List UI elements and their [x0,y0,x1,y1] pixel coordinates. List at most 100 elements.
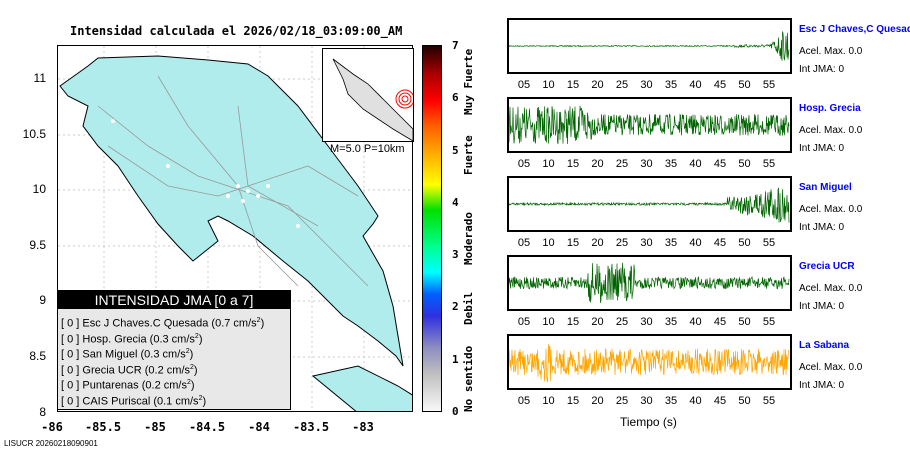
time-tick: 50 [738,237,751,249]
lat-tick: 8.5 [29,349,46,363]
station-name[interactable]: Hosp. Grecia [799,103,861,114]
time-tick: 35 [664,237,678,249]
legend-item: [ 0 ] San Miguel (0.3 cm/s2) [61,344,290,361]
time-tick: 20 [591,158,604,170]
time-tick: 05 [517,158,531,170]
legend-acceleration: (0.3 cm/s [140,348,186,361]
time-tick: 55 [762,395,776,407]
legend-close-paren: ) [193,364,198,377]
station-jma-intensity: Int JMA: 0 [799,143,845,154]
station-name[interactable]: San Miguel [799,182,852,193]
time-tick: 20 [591,395,604,407]
time-tick: 45 [713,158,727,170]
country-outline-south [311,365,412,411]
time-axis-label: Tiempo (s) [620,415,677,429]
map-title: Intensidad calculada el 2026/02/18_03:09… [70,24,403,38]
waveform-panel[interactable] [507,255,792,311]
legend-intensity: [ 0 ] [61,317,80,330]
colorbar-number: 4 [452,195,459,209]
lon-tick: -86 [41,420,63,434]
intensity-colorbar [422,45,442,412]
waveform-trace [508,105,790,145]
station-jma-intensity: Int JMA: 0 [799,301,845,312]
time-tick: 10 [542,316,555,328]
waveform-line [508,31,790,61]
legend-intensity: [ 0 ] [61,364,80,377]
station-name[interactable]: Grecia UCR [799,261,855,272]
time-tick: 35 [664,316,678,328]
time-tick: 10 [542,395,555,407]
time-tick: 50 [738,395,751,407]
time-tick: 50 [738,316,751,328]
waveform-panel[interactable] [507,97,792,153]
time-tick: 35 [664,395,678,407]
station-markers [111,119,300,228]
lat-tick: 10 [32,182,46,196]
legend-station-name: Puntarenas [82,379,139,392]
costa-rica-map [58,46,412,411]
legend-acceleration: (0.3 cm/s [149,333,195,346]
time-tick: 40 [689,395,702,407]
waveform-line [508,343,790,383]
colorbar-label: No sentido [462,345,475,412]
station-name[interactable]: La Sabana [799,340,850,351]
time-tick: 30 [640,395,653,407]
time-tick: 05 [517,395,531,407]
colorbar-label: Muy Fuerte [462,48,475,115]
colorbar-number: 7 [452,38,459,52]
colorbar-number: 5 [452,143,459,157]
legend-acceleration: (0.1 cm/s [153,395,199,408]
colorbar-number: 6 [452,91,459,105]
legend-acceleration: (0.2 cm/s [144,364,190,377]
colorbar-number: 2 [452,300,459,314]
time-tick: 45 [713,79,727,91]
time-tick: 20 [591,79,604,91]
legend-close-paren: ) [189,348,194,361]
legend-station-name: CAIS Puriscal [82,395,151,408]
waveform-panel[interactable] [507,334,792,390]
lon-tick: -84.5 [188,420,226,434]
time-tick: 10 [542,79,555,91]
time-tick: 30 [640,79,653,91]
time-tick: 15 [566,316,580,328]
time-tick: 05 [517,237,531,249]
station-max-accel: Acel. Max. 0.0 [799,46,863,57]
waveform-line [508,187,790,223]
legend-item: [ 0 ] Esc J Chaves.C Quesada (0.7 cm/s2) [61,313,290,330]
colorbar-label: Moderado [462,212,475,265]
station-jma-intensity: Int JMA: 0 [799,380,845,391]
waveform-line [508,105,790,145]
legend-acceleration: (0.7 cm/s [211,317,257,330]
time-tick: 30 [640,316,653,328]
legend-station-name: San Miguel [82,348,138,361]
lon-tick: -84 [248,420,270,434]
waveform-panel[interactable] [507,18,792,74]
footer-id: LISUCR 20260218090901 [4,439,98,448]
lat-tick: 11 [33,71,46,85]
lon-tick: -85 [144,420,166,434]
legend-unit-exponent: 2 [186,379,191,386]
legend-unit-exponent: 2 [194,332,199,340]
waveform-panel[interactable] [507,176,792,232]
colorbar-number: 3 [452,248,459,262]
time-tick: 15 [566,79,580,91]
legend-close-paren: ) [202,395,207,408]
time-tick: 40 [689,237,702,249]
station-max-accel: Acel. Max. 0.0 [799,204,863,215]
station-name[interactable]: Esc J Chaves,C Quesada [799,24,910,35]
waveform-trace [508,343,790,383]
time-tick: 25 [615,79,629,91]
legend-unit-exponent: 2 [256,317,261,324]
lon-tick: -83 [352,420,374,434]
legend-unit-exponent: 2 [198,394,203,402]
time-tick: 55 [762,316,776,328]
legend-intensity: [ 0 ] [61,333,80,346]
time-tick: 05 [517,316,531,328]
station-jma-intensity: Int JMA: 0 [799,64,845,75]
legend-close-paren: ) [190,379,195,392]
station-jma-intensity: Int JMA: 0 [799,222,845,233]
time-tick: 55 [762,237,776,249]
time-tick: 10 [542,237,555,249]
time-tick: 55 [762,158,776,170]
legend-unit-exponent: 2 [185,348,190,355]
